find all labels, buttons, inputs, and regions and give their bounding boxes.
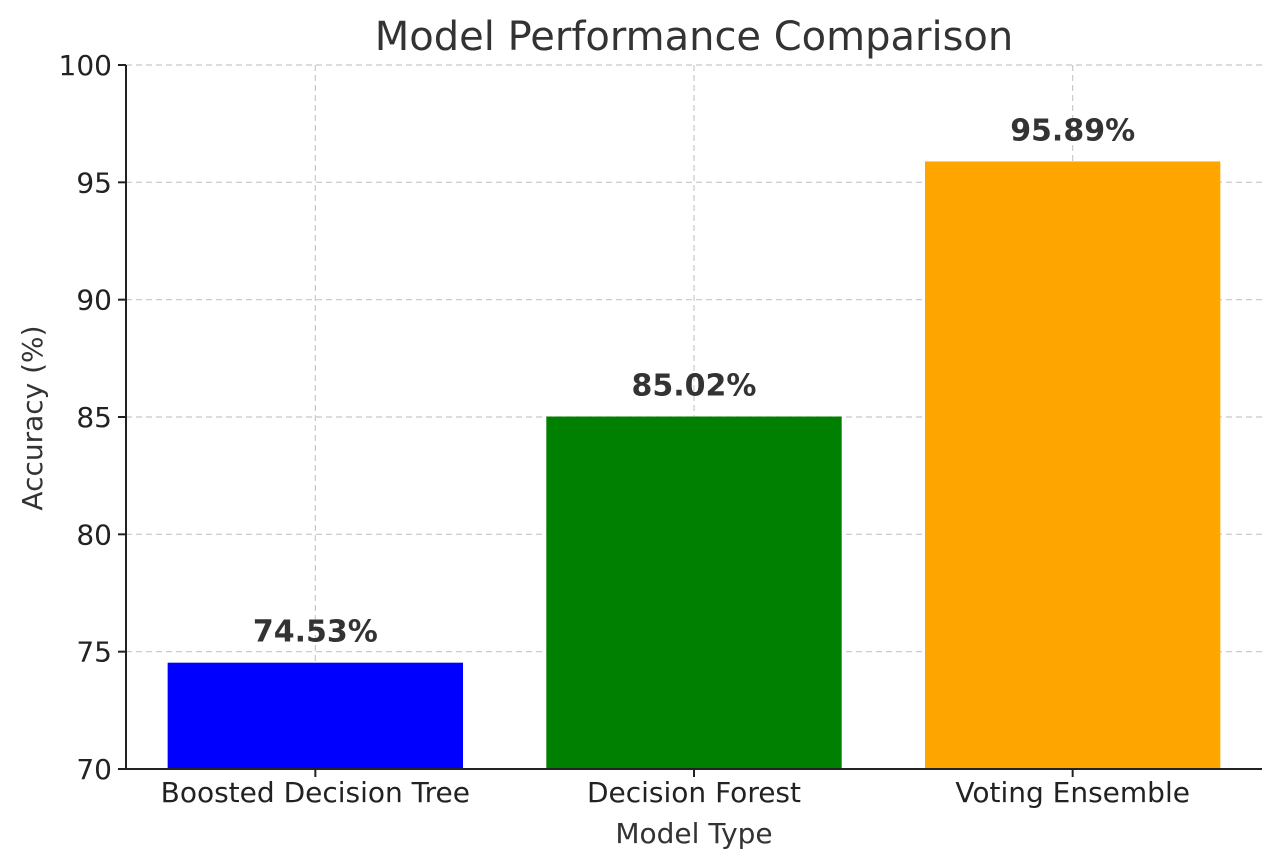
bar-boosted-decision-tree: [167, 662, 464, 769]
bars: [167, 161, 1221, 769]
labels: 70 75 80 85 90 95 100 74.53% 85.02% 95.89% Boosted…: [59, 49, 1190, 809]
y-tick-label: 95: [76, 166, 112, 199]
y-axis-label: Accuracy (%): [16, 325, 49, 510]
y-tick-label: 85: [76, 401, 112, 434]
x-axis-label: Model Type: [615, 817, 772, 850]
x-tick-label: Decision Forest: [587, 776, 801, 809]
bar-value-label: 74.53%: [253, 615, 378, 650]
y-tick-label: 70: [76, 753, 112, 786]
x-tick-label: Boosted Decision Tree: [161, 776, 470, 809]
chart-title: Model Performance Comparison: [375, 14, 1014, 60]
y-tick-label: 100: [59, 49, 112, 82]
bar-decision-forest: [546, 416, 842, 769]
y-tick-label: 90: [76, 284, 112, 317]
x-tick-label: Voting Ensemble: [955, 776, 1190, 809]
bar-voting-ensemble: [924, 161, 1221, 769]
bar-value-label: 95.89%: [1010, 113, 1135, 148]
y-tick-label: 80: [76, 518, 112, 551]
y-tick-label: 75: [76, 636, 112, 669]
bar-value-label: 85.02%: [632, 369, 757, 404]
axes: [118, 64, 1262, 777]
